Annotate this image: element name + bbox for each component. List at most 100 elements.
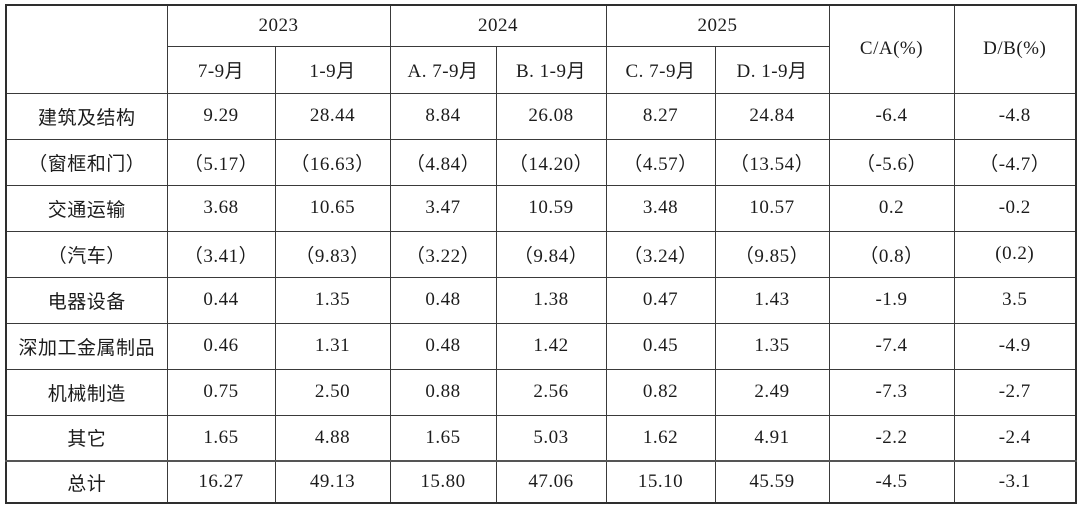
- period-header: D. 1-9月: [714, 45, 830, 94]
- value-cell: 10.59: [495, 184, 607, 232]
- value-cell: 49.13: [274, 460, 391, 504]
- value-cell: 24.84: [714, 92, 830, 140]
- value-cell: 8.27: [605, 92, 716, 140]
- value-cell: （4.57）: [605, 138, 716, 186]
- ratio-column-header: D/B(%): [953, 4, 1077, 94]
- period-header-row: 7-9月 1-9月 A. 7-9月 B. 1-9月 C. 7-9月 D. 1-9…: [6, 45, 1076, 94]
- year-group-header: 2025: [605, 4, 830, 47]
- table-row: 电器设备 0.44 1.35 0.48 1.38 0.47 1.43 -1.9 3.5: [5, 276, 1077, 324]
- value-cell: （13.54）: [714, 138, 830, 186]
- value-cell: 0.75: [166, 368, 276, 416]
- value-cell: 1.65: [166, 414, 276, 462]
- value-cell: -4.8: [953, 92, 1077, 140]
- value-cell: （-5.6）: [828, 138, 955, 186]
- value-cell: 0.48: [389, 276, 497, 324]
- value-cell: -7.4: [828, 322, 955, 370]
- value-cell: -4.9: [953, 322, 1077, 370]
- value-cell: 0.45: [605, 322, 716, 370]
- value-cell: 3.47: [389, 184, 497, 232]
- value-cell: （5.17）: [166, 138, 276, 186]
- value-cell: 15.10: [605, 460, 716, 504]
- value-cell: 1.43: [714, 276, 830, 324]
- value-cell: -2.4: [953, 414, 1077, 462]
- value-cell: 4.88: [274, 414, 391, 462]
- table-row: 建筑及结构 9.29 28.44 8.84 26.08 8.27 24.84 -6.4 -4.8: [5, 92, 1077, 140]
- value-cell: -4.5: [828, 460, 955, 504]
- value-cell: -2.2: [828, 414, 955, 462]
- value-cell: 0.88: [389, 368, 497, 416]
- value-cell: （9.85）: [714, 230, 830, 278]
- value-cell: 0.44: [166, 276, 276, 324]
- value-cell: 9.29: [166, 92, 276, 140]
- table-row: 交通运输 3.68 10.65 3.47 10.59 3.48 10.57 0.2 -0.2: [5, 184, 1077, 232]
- value-cell: 10.65: [274, 184, 391, 232]
- table-body: 建筑及结构 9.29 28.44 8.84 26.08 8.27 24.84 -6.4 -4.8…: [5, 92, 1077, 504]
- value-cell: 1.38: [495, 276, 607, 324]
- value-cell: 1.35: [274, 276, 391, 324]
- value-cell: （-4.7）: [953, 138, 1077, 186]
- year-group-header: 2023: [166, 4, 391, 47]
- row-label: 其它: [5, 414, 168, 462]
- value-cell: 10.57: [714, 184, 830, 232]
- value-cell: 0.47: [605, 276, 716, 324]
- value-cell: (0.2): [953, 230, 1077, 278]
- value-cell: （3.41）: [166, 230, 276, 278]
- value-cell: -1.9: [828, 276, 955, 324]
- data-table: 2023 2024 2025 C/A(%) D/B(%) 7-9月 1-9月 A…: [5, 4, 1077, 504]
- value-cell: 1.65: [389, 414, 497, 462]
- value-cell: -3.1: [953, 460, 1077, 504]
- period-header: B. 1-9月: [495, 45, 607, 94]
- value-cell: 16.27: [166, 460, 276, 504]
- value-cell: （0.8）: [828, 230, 955, 278]
- value-cell: （4.84）: [389, 138, 497, 186]
- value-cell: 1.62: [605, 414, 716, 462]
- year-header-row: 2023 2024 2025 C/A(%) D/B(%): [5, 4, 1077, 94]
- value-cell: 2.56: [495, 368, 607, 416]
- value-cell: 3.48: [605, 184, 716, 232]
- value-cell: （9.83）: [274, 230, 391, 278]
- value-cell: -2.7: [953, 368, 1077, 416]
- value-cell: 15.80: [389, 460, 497, 504]
- table-row: （汽车） （3.41） （9.83） （3.22） （9.84） （3.24） （9.85）…: [5, 230, 1077, 278]
- row-label: 电器设备: [5, 276, 168, 324]
- value-cell: 1.35: [714, 322, 830, 370]
- value-cell: 1.31: [274, 322, 391, 370]
- row-label: 建筑及结构: [5, 92, 168, 140]
- ratio-column-header: C/A(%): [828, 4, 955, 94]
- table-row: 总计 16.27 49.13 15.80 47.06 15.10 45.59 -4.5 -3.1: [5, 460, 1077, 504]
- value-cell: 3.5: [953, 276, 1077, 324]
- value-cell: 0.2: [828, 184, 955, 232]
- row-label: 深加工金属制品: [5, 322, 168, 370]
- value-cell: 45.59: [714, 460, 830, 504]
- row-label: 交通运输: [5, 184, 168, 232]
- table-header: 2023 2024 2025 C/A(%) D/B(%) 7-9月 1-9月 A…: [5, 4, 1077, 94]
- period-header: C. 7-9月: [605, 45, 716, 94]
- value-cell: 5.03: [495, 414, 607, 462]
- value-cell: 4.91: [714, 414, 830, 462]
- table-row: 机械制造 0.75 2.50 0.88 2.56 0.82 2.49 -7.3 -2.7: [5, 368, 1077, 416]
- period-header: 1-9月: [274, 45, 391, 94]
- row-label: 总计: [5, 460, 168, 504]
- year-group-header: 2024: [389, 4, 607, 47]
- value-cell: -6.4: [828, 92, 955, 140]
- value-cell: （16.63）: [274, 138, 391, 186]
- value-cell: （14.20）: [495, 138, 607, 186]
- table-row: 其它 1.65 4.88 1.65 5.03 1.62 4.91 -2.2 -2.4: [5, 414, 1077, 462]
- row-label: （窗框和门）: [5, 138, 168, 186]
- value-cell: （9.84）: [495, 230, 607, 278]
- table-row: 深加工金属制品 0.46 1.31 0.48 1.42 0.45 1.35 -7.4 -4.9: [5, 322, 1077, 370]
- value-cell: （3.22）: [389, 230, 497, 278]
- value-cell: 0.48: [389, 322, 497, 370]
- value-cell: 0.82: [605, 368, 716, 416]
- value-cell: 47.06: [495, 460, 607, 504]
- period-header: A. 7-9月: [389, 45, 497, 94]
- corner-cell: [5, 4, 168, 94]
- value-cell: -7.3: [828, 368, 955, 416]
- value-cell: （3.24）: [605, 230, 716, 278]
- value-cell: 0.46: [166, 322, 276, 370]
- value-cell: 26.08: [495, 92, 607, 140]
- value-cell: 3.68: [166, 184, 276, 232]
- row-label: 机械制造: [5, 368, 168, 416]
- period-header: 7-9月: [166, 45, 276, 94]
- value-cell: 28.44: [274, 92, 391, 140]
